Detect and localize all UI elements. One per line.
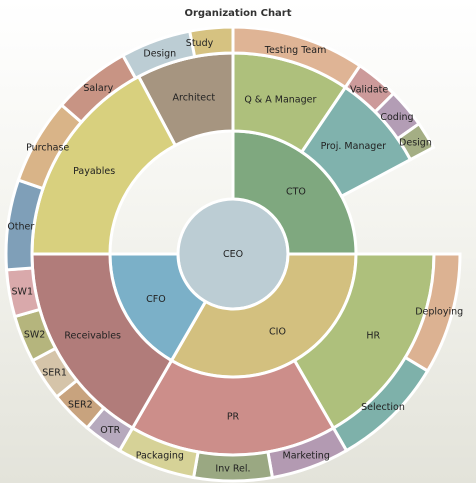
chart-title: Organization Chart xyxy=(184,8,292,19)
segment-label-sw1: SW1 xyxy=(12,287,33,298)
segment-label-design: Design xyxy=(399,138,432,149)
segment-label-purchase: Purchase xyxy=(26,143,69,154)
segment-label-cio: CIO xyxy=(269,327,286,338)
segment-label-deploying: Deploying xyxy=(415,307,463,318)
segment-label-marketing: Marketing xyxy=(283,451,330,462)
segment-label-proj-manager: Proj. Manager xyxy=(321,141,386,152)
segment-label-validate: Validate xyxy=(350,84,388,95)
segment-label-design: Design xyxy=(143,48,176,59)
segment-label-testing-team: Testing Team xyxy=(264,45,327,56)
segment-label-q-a-manager: Q & A Manager xyxy=(244,95,316,106)
segment-label-receivables: Receivables xyxy=(64,331,121,342)
segment-label-selection: Selection xyxy=(361,402,405,413)
segment-label-hr: HR xyxy=(366,331,380,342)
segment-label-payables: Payables xyxy=(73,166,115,177)
segment-label-cto: CTO xyxy=(286,187,306,198)
segment-label-coding: Coding xyxy=(380,112,413,123)
segment-label-ser1: SER1 xyxy=(42,368,67,379)
segment-design-ring3[interactable] xyxy=(120,29,197,81)
segment-label-otr: OTR xyxy=(100,425,120,436)
segment-label-other: Other xyxy=(7,222,34,233)
segment-label-architect: Architect xyxy=(173,92,216,103)
segment-label-cfo: CFO xyxy=(146,294,166,305)
segment-label-pr: PR xyxy=(227,412,240,423)
segment-label-inv-rel: Inv Rel. xyxy=(215,464,250,475)
segment-label-sw2: SW2 xyxy=(24,330,45,341)
segment-label-root: CEO xyxy=(223,249,243,260)
segment-label-study: Study xyxy=(186,38,214,49)
segment-label-salary: Salary xyxy=(83,83,113,94)
segment-design-ring3[interactable] xyxy=(395,121,436,162)
segment-label-packaging: Packaging xyxy=(136,451,184,462)
segment-label-ser2: SER2 xyxy=(68,399,93,410)
